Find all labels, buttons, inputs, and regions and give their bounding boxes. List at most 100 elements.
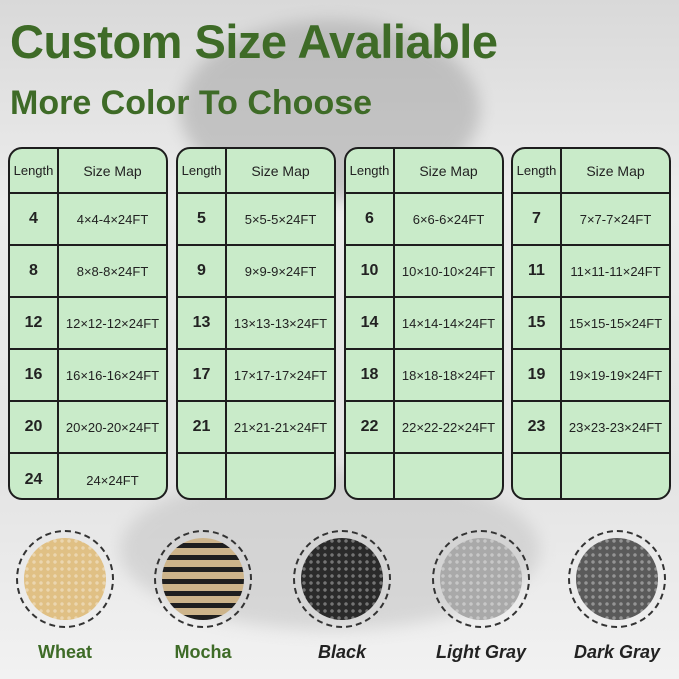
size-cell: 4×4-4×24FT [76,211,149,227]
size-cell: 22×22-22×24FT [401,419,496,435]
size-cell: 18×18-18×24FT [401,367,496,383]
table-row: 4 4×4-4×24FT [10,194,166,246]
size-cell: 20×20-20×24FT [65,419,160,435]
table-row: 24 24×24FT [10,454,166,498]
length-cell: 16 [10,350,59,400]
swatch-image [576,538,658,620]
length-cell [513,454,562,498]
table-row: 17 17×17-17×24FT [178,350,334,402]
length-cell: 20 [10,402,59,452]
table-row: 18 18×18-18×24FT [346,350,502,402]
size-cell: 8×8-8×24FT [76,263,149,279]
size-cell: 6×6-6×24FT [412,211,485,227]
table-row: 13 13×13-13×24FT [178,298,334,350]
length-cell: 4 [10,194,59,244]
table-row: 12 12×12-12×24FT [10,298,166,350]
table-row: 16 16×16-16×24FT [10,350,166,402]
color-label: Black [317,642,367,662]
table-row: 22 22×22-22×24FT [346,402,502,454]
size-header: Size Map [586,162,645,179]
length-cell [346,454,395,498]
length-cell: 5 [178,194,227,244]
size-cell: 16×16-16×24FT [65,367,160,383]
length-cell: 17 [178,350,227,400]
size-cell: 21×21-21×24FT [233,419,328,435]
color-label: Dark Gray [573,642,661,662]
size-cell: 9×9-9×24FT [244,263,317,279]
table-row: 20 20×20-20×24FT [10,402,166,454]
size-cell: 23×23-23×24FT [568,419,663,435]
swatch-dark-gray [568,530,666,628]
swatch-image [162,538,244,620]
length-cell: 9 [178,246,227,296]
swatch-image [301,538,383,620]
table-row: 6 6×6-6×24FT [346,194,502,246]
table-row [513,454,669,498]
size-table: Length Size Map 4 4×4-4×24FT 8 8×8-8×24FT 12 12… [8,147,168,500]
size-cell: 11×11-11×24FT [570,263,661,279]
table-row [346,454,502,498]
size-cell: 12×12-12×24FT [65,315,160,331]
table-row: 5 5×5-5×24FT [178,194,334,246]
color-label: Mocha [174,642,232,662]
table-row [178,454,334,498]
table-header: Length Size Map [178,149,334,194]
length-cell: 13 [178,298,227,348]
swatch-mocha [154,530,252,628]
table-row: 8 8×8-8×24FT [10,246,166,298]
size-table: Length Size Map 6 6×6-6×24FT 10 10×10-10×24FT… [344,147,504,500]
color-label: Wheat [38,642,92,662]
size-cell: 10×10-10×24FT [401,263,496,279]
length-header: Length [10,149,59,192]
table-header: Length Size Map [513,149,669,194]
table-row: 23 23×23-23×24FT [513,402,669,454]
size-cell: 19×19-19×24FT [568,367,663,383]
size-cell: 15×15-15×24FT [568,315,663,331]
size-header: Size Map [251,162,310,179]
swatch-black [293,530,391,628]
size-cell [395,454,502,498]
table-row: 10 10×10-10×24FT [346,246,502,298]
swatch-light-gray [432,530,530,628]
length-cell: 19 [513,350,562,400]
length-cell: 23 [513,402,562,452]
table-header: Length Size Map [10,149,166,194]
length-cell: 8 [10,246,59,296]
length-cell [178,454,227,498]
length-header: Length [513,149,562,192]
length-cell: 10 [346,246,395,296]
size-table: Length Size Map 5 5×5-5×24FT 9 9×9-9×24FT 13 13… [176,147,336,500]
length-header: Length [178,149,227,192]
length-header: Length [346,149,395,192]
headline: Custom Size Avaliable [10,15,498,68]
size-table: Length Size Map 7 7×7-7×24FT 11 11×11-11×24FT… [511,147,671,500]
size-header: Size Map [83,162,142,179]
size-cell [562,454,669,498]
size-cell: 24×24FT [86,472,139,488]
size-cell: 13×13-13×24FT [233,315,328,331]
length-cell: 12 [10,298,59,348]
size-cell: 7×7-7×24FT [579,211,652,227]
length-cell: 24 [10,454,59,498]
size-cell: 14×14-14×24FT [401,315,496,331]
size-header: Size Map [419,162,478,179]
length-cell: 18 [346,350,395,400]
table-row: 9 9×9-9×24FT [178,246,334,298]
length-cell: 6 [346,194,395,244]
table-row: 11 11×11-11×24FT [513,246,669,298]
length-cell: 7 [513,194,562,244]
table-row: 15 15×15-15×24FT [513,298,669,350]
length-cell: 15 [513,298,562,348]
length-cell: 22 [346,402,395,452]
length-cell: 21 [178,402,227,452]
size-cell: 5×5-5×24FT [244,211,317,227]
swatch-wheat [16,530,114,628]
length-cell: 14 [346,298,395,348]
swatch-image [440,538,522,620]
table-row: 14 14×14-14×24FT [346,298,502,350]
color-label: Light Gray [435,642,526,662]
length-cell: 11 [513,246,562,296]
table-row: 19 19×19-19×24FT [513,350,669,402]
size-cell [227,454,334,498]
table-row: 21 21×21-21×24FT [178,402,334,454]
